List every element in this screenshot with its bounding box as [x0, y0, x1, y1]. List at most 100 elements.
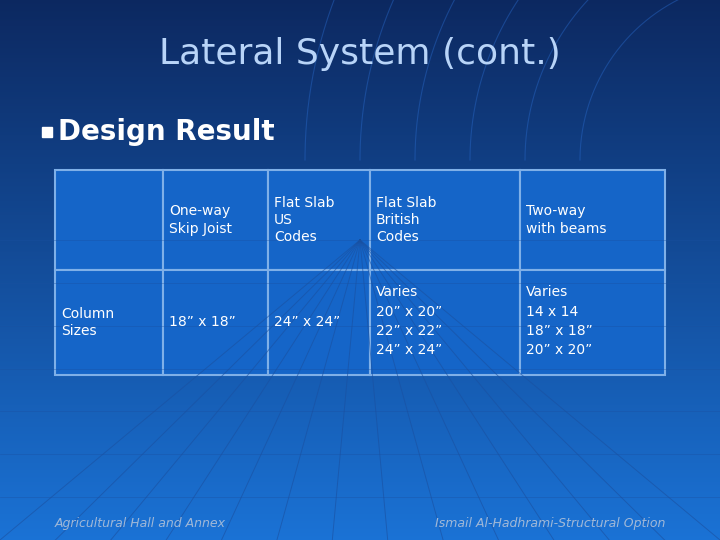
Bar: [0, 142, 720, 143]
Bar: [0, 20, 720, 21]
Bar: [0, 189, 720, 190]
Bar: [0, 534, 720, 535]
Bar: [0, 402, 720, 403]
Bar: [0, 152, 720, 153]
Bar: [0, 329, 720, 330]
Bar: [0, 126, 720, 127]
Bar: [0, 224, 720, 225]
Bar: [0, 314, 720, 315]
Bar: [0, 301, 720, 302]
Bar: [0, 136, 720, 137]
Bar: [0, 285, 720, 286]
Bar: [0, 354, 720, 355]
Bar: [0, 300, 720, 301]
Bar: [0, 419, 720, 420]
Bar: [0, 463, 720, 464]
Bar: [0, 38, 720, 39]
Bar: [0, 352, 720, 353]
Bar: [0, 102, 720, 103]
Bar: [0, 295, 720, 296]
Bar: [0, 316, 720, 317]
Bar: [0, 166, 720, 167]
Bar: [0, 52, 720, 53]
Bar: [0, 17, 720, 18]
Bar: [0, 85, 720, 86]
Bar: [0, 287, 720, 288]
Bar: [0, 490, 720, 491]
Bar: [0, 370, 720, 371]
Bar: [0, 237, 720, 238]
Bar: [0, 46, 720, 47]
Bar: [0, 408, 720, 409]
Bar: [0, 377, 720, 378]
Bar: [0, 510, 720, 511]
Bar: [0, 26, 720, 27]
Bar: [0, 145, 720, 146]
Bar: [0, 246, 720, 247]
Bar: [0, 228, 720, 229]
Bar: [0, 191, 720, 192]
Bar: [0, 35, 720, 36]
Bar: [0, 414, 720, 415]
Bar: [0, 428, 720, 429]
Bar: [0, 303, 720, 304]
Bar: [0, 8, 720, 9]
Bar: [0, 265, 720, 266]
Bar: [0, 264, 720, 265]
Bar: [0, 443, 720, 444]
Bar: [0, 306, 720, 307]
Bar: [0, 450, 720, 451]
Bar: [0, 468, 720, 469]
Text: Flat Slab
British
Codes: Flat Slab British Codes: [376, 195, 436, 244]
Bar: [0, 139, 720, 140]
Bar: [0, 492, 720, 493]
Bar: [0, 124, 720, 125]
Bar: [0, 16, 720, 17]
Bar: [0, 157, 720, 158]
Bar: [0, 333, 720, 334]
Bar: [0, 351, 720, 352]
Bar: [0, 348, 720, 349]
Bar: [0, 280, 720, 281]
Bar: [0, 470, 720, 471]
Bar: [0, 281, 720, 282]
Bar: [0, 1, 720, 2]
Bar: [0, 256, 720, 257]
Bar: [0, 497, 720, 498]
Bar: [0, 187, 720, 188]
Bar: [0, 198, 720, 199]
Bar: [0, 386, 720, 387]
Bar: [0, 81, 720, 82]
Bar: [0, 517, 720, 518]
Bar: [0, 489, 720, 490]
Bar: [0, 184, 720, 185]
Bar: [0, 212, 720, 213]
Bar: [0, 72, 720, 73]
Bar: [0, 345, 720, 346]
Bar: [0, 192, 720, 193]
Bar: [0, 291, 720, 292]
Bar: [0, 62, 720, 63]
Bar: [0, 144, 720, 145]
Bar: [0, 239, 720, 240]
Bar: [0, 390, 720, 391]
Bar: [0, 298, 720, 299]
Bar: [0, 143, 720, 144]
Bar: [0, 410, 720, 411]
Bar: [0, 487, 720, 488]
Bar: [0, 393, 720, 394]
Bar: [0, 311, 720, 312]
Bar: [0, 364, 720, 365]
Bar: [0, 396, 720, 397]
Bar: [0, 101, 720, 102]
Bar: [0, 405, 720, 406]
Bar: [0, 430, 720, 431]
Bar: [0, 535, 720, 536]
Bar: [0, 317, 720, 318]
Bar: [0, 326, 720, 327]
Bar: [0, 201, 720, 202]
Bar: [0, 178, 720, 179]
Bar: [0, 528, 720, 529]
Bar: [0, 446, 720, 447]
Bar: [0, 483, 720, 484]
